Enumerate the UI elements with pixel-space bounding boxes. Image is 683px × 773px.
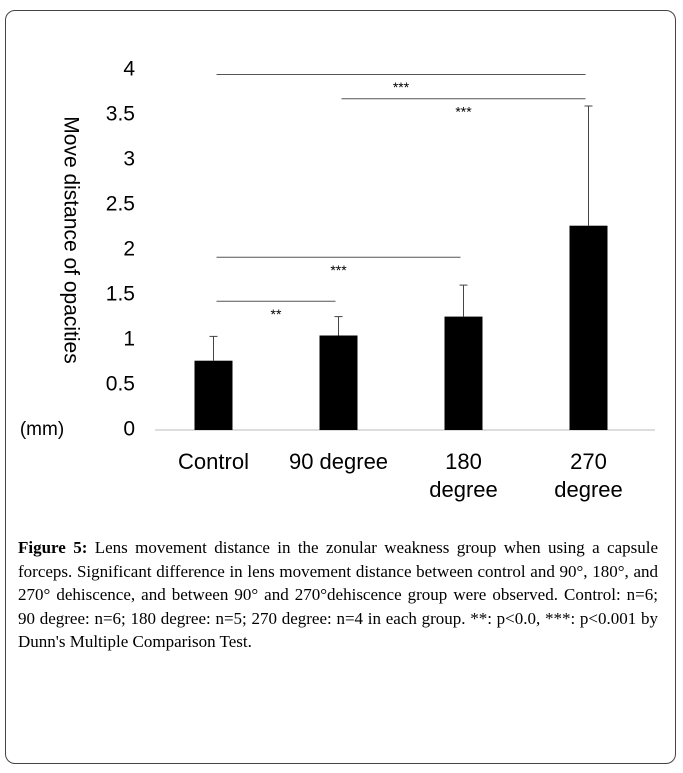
significance-label: *** [455,104,472,120]
x-tick-label: 180 degree [429,449,498,502]
bar [569,225,608,430]
y-tick-label: 3 [123,148,135,171]
y-tick-label: 4 [123,58,135,81]
error-bar [584,105,593,226]
significance-label: *** [393,79,410,95]
y-tick-label: 1 [123,328,135,351]
y-tick-label: 0.5 [106,373,135,396]
error-bar [209,335,218,361]
error-bar [459,284,468,317]
y-tick-label: 1.5 [106,283,135,306]
x-tick-label: Control [178,449,249,474]
bar [444,316,483,430]
significance-label: *** [330,262,347,278]
significance-label: ** [271,306,282,322]
y-tick-label: 2 [123,238,135,261]
bar [319,335,358,430]
x-tick-label: 90 degree [288,449,389,474]
figure-frame [5,10,676,764]
error-bar [334,316,343,336]
unit-label: (mm) [20,419,64,440]
y-tick-label: 0 [123,418,135,441]
caption-label: Figure 5: [18,538,88,557]
caption-text: Lens movement distance in the zonular we… [18,538,658,651]
y-tick-label: 2.5 [106,193,135,216]
y-tick-label: 3.5 [106,103,135,126]
caption: Figure 5: Lens movement distance in the … [18,536,658,654]
y-axis-label: Move distance of opacities [59,116,82,363]
x-tick-label: 270 degree [554,449,623,502]
bar [194,360,233,430]
